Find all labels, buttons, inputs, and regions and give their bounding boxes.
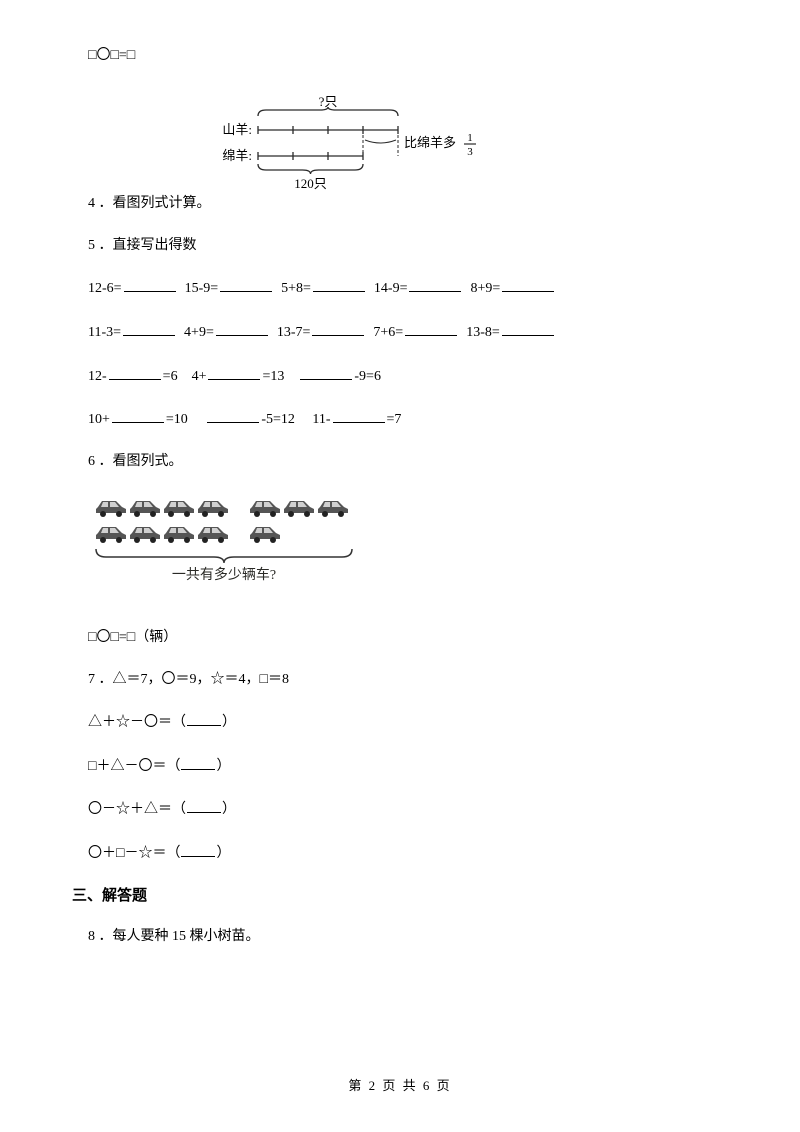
svg-text:一共有多少辆车?: 一共有多少辆车? bbox=[172, 566, 276, 583]
page-content: □〇□=□ ?只山羊:绵羊:比绵羊多13120只 4 ．看图列式计算。 5 ．直… bbox=[0, 0, 800, 946]
q5-row-4: 10+=10 -5=12 11-=7 bbox=[88, 408, 712, 430]
cars-figure: 一共有多少辆车? bbox=[88, 493, 712, 620]
question-7: 7 ．△＝7，〇＝9，☆＝4，□＝8 bbox=[88, 670, 712, 690]
q7-expressions: △＋☆－〇＝（）□＋△－〇＝（）〇－☆＋△＝（）〇＋□－☆＝（） bbox=[88, 711, 712, 863]
page-footer: 第 2 页 共 6 页 bbox=[0, 1075, 800, 1094]
q5-row-3: 12-=6 4+=13 -9=6 bbox=[88, 365, 712, 387]
section-3-heading: 三、解答题 bbox=[72, 886, 712, 907]
svg-text:?只: ?只 bbox=[319, 94, 338, 109]
q5-row-2: 11-3= 4+9= 13-7= 7+6= 13-8= bbox=[88, 321, 712, 343]
svg-text:120只: 120只 bbox=[294, 176, 327, 191]
svg-text:3: 3 bbox=[467, 146, 473, 158]
sheep-diagram: ?只山羊: 绵羊: 比绵羊多 1 3 120只 bbox=[218, 92, 712, 209]
equation-top: □〇□=□ bbox=[88, 46, 712, 66]
sheep-diagram-block: ?只山羊: 绵羊: 比绵羊多 1 3 120只 bbox=[88, 92, 712, 209]
svg-text:1: 1 bbox=[467, 132, 473, 144]
question-5: 5 ．直接写出得数 bbox=[88, 236, 712, 256]
question-8: 8 ．每人要种 15 棵小树苗。 bbox=[88, 927, 712, 947]
question-6: 6 ．看图列式。 bbox=[88, 452, 712, 472]
svg-text:绵羊:: 绵羊: bbox=[222, 148, 252, 163]
q6-equation: □〇□=□（辆） bbox=[88, 628, 712, 648]
q5-row-1: 12-6= 15-9= 5+8= 14-9= 8+9= bbox=[88, 277, 712, 299]
svg-text:比绵羊多: 比绵羊多 bbox=[404, 135, 456, 150]
svg-text:山羊:: 山羊: bbox=[222, 122, 252, 137]
